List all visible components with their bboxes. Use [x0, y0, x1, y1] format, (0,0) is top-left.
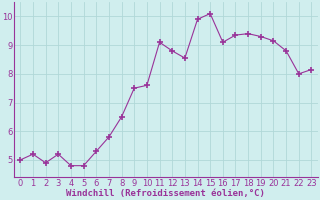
X-axis label: Windchill (Refroidissement éolien,°C): Windchill (Refroidissement éolien,°C)	[67, 189, 265, 198]
